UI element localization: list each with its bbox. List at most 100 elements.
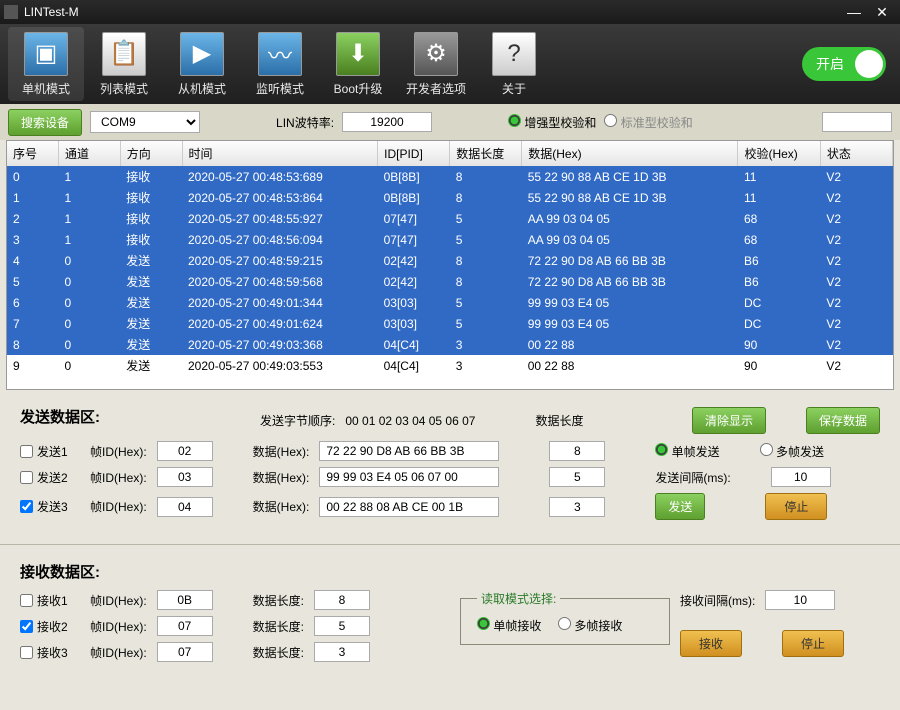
- toolbar-icon-3: 〰: [258, 32, 302, 76]
- read-mode-legend: 读取模式选择:: [477, 590, 560, 607]
- send-check-0[interactable]: 发送1: [20, 443, 80, 460]
- toolbar-button-4[interactable]: ⬇ Boot升级: [320, 27, 396, 101]
- col-0: 序号: [7, 141, 58, 166]
- data-label-1: 数据(Hex):: [253, 469, 310, 486]
- data-label-0: 数据(Hex):: [253, 443, 310, 460]
- recv-len-input-1[interactable]: [314, 616, 370, 636]
- clear-button[interactable]: 清除显示: [692, 407, 766, 434]
- recv-len-label-2: 数据长度:: [253, 644, 304, 661]
- col-2: 方向: [120, 141, 182, 166]
- toolbar-button-5[interactable]: ⚙开发者选项: [398, 27, 474, 101]
- single-recv-radio[interactable]: 单帧接收: [477, 619, 541, 633]
- recv-len-label-0: 数据长度:: [253, 592, 304, 609]
- col-4: ID[PID]: [378, 141, 450, 166]
- recv-button[interactable]: 接收: [680, 630, 742, 657]
- data-input-2[interactable]: [319, 497, 499, 517]
- toolbar-icon-6: ?: [492, 32, 536, 76]
- toolbar-button-2[interactable]: ▶ 从机模式: [164, 27, 240, 101]
- standard-checksum-radio[interactable]: 标准型校验和: [604, 114, 692, 131]
- toolbar-button-3[interactable]: 〰监听模式: [242, 27, 318, 101]
- toolbar-label-1: 列表模式: [100, 80, 148, 97]
- table-row[interactable]: 11接收2020-05-27 00:48:53:8640B[8B]855 22 …: [7, 187, 893, 208]
- table-row[interactable]: 60发送2020-05-27 00:49:01:34403[03]599 99 …: [7, 292, 893, 313]
- data-label-2: 数据(Hex):: [253, 498, 310, 515]
- fid-label-0: 帧ID(Hex):: [90, 443, 147, 460]
- send-section: 发送数据区: 发送字节顺序: 00 01 02 03 04 05 06 07 数…: [6, 398, 894, 538]
- table-row[interactable]: 50发送2020-05-27 00:48:59:56802[42]872 22 …: [7, 271, 893, 292]
- col-7: 校验(Hex): [738, 141, 820, 166]
- table-row[interactable]: 21接收2020-05-27 00:48:55:92707[47]5AA 99 …: [7, 208, 893, 229]
- send-check-2[interactable]: 发送3: [20, 498, 80, 515]
- recv-title: 接收数据区:: [20, 561, 880, 582]
- col-6: 数据(Hex): [522, 141, 738, 166]
- col-3: 时间: [182, 141, 378, 166]
- save-button[interactable]: 保存数据: [806, 407, 880, 434]
- send-button[interactable]: 发送: [655, 493, 705, 520]
- app-icon: [4, 5, 18, 19]
- separator: [0, 544, 900, 545]
- extra-input[interactable]: [822, 112, 892, 132]
- datalen-label: 数据长度: [535, 412, 583, 429]
- col-8: 状态: [820, 141, 892, 166]
- send-interval-label: 发送间隔(ms):: [655, 469, 730, 486]
- recv-fid-input-2[interactable]: [157, 642, 213, 662]
- table-row[interactable]: 80发送2020-05-27 00:49:03:36804[C4]300 22 …: [7, 334, 893, 355]
- table-row[interactable]: 40发送2020-05-27 00:48:59:21502[42]872 22 …: [7, 250, 893, 271]
- table-row[interactable]: 90发送2020-05-27 00:49:03:55304[C4]300 22 …: [7, 355, 893, 376]
- toolbar-icon-2: ▶: [180, 32, 224, 76]
- col-1: 通道: [58, 141, 120, 166]
- send-check-1[interactable]: 发送2: [20, 469, 80, 486]
- len-input-2[interactable]: [549, 497, 605, 517]
- send-stop-button[interactable]: 停止: [765, 493, 827, 520]
- fid-input-1[interactable]: [157, 467, 213, 487]
- recv-check-0[interactable]: 接收1: [20, 592, 80, 609]
- table-row[interactable]: 70发送2020-05-27 00:49:01:62403[03]599 99 …: [7, 313, 893, 334]
- byteorder-label: 发送字节顺序:: [260, 412, 335, 429]
- switch-knob: [855, 50, 883, 78]
- send-interval-input[interactable]: [771, 467, 831, 487]
- close-button[interactable]: ✕: [868, 4, 896, 21]
- toolbar-icon-1: 📋: [102, 32, 146, 76]
- table-row[interactable]: 01接收2020-05-27 00:48:53:6890B[8B]855 22 …: [7, 166, 893, 187]
- toolbar-button-0[interactable]: ▣单机模式: [8, 27, 84, 101]
- table-row[interactable]: 31接收2020-05-27 00:48:56:09407[47]5AA 99 …: [7, 229, 893, 250]
- baud-label: LIN波特率:: [276, 114, 334, 131]
- fid-input-2[interactable]: [157, 497, 213, 517]
- recv-interval-label: 接收间隔(ms):: [680, 592, 755, 609]
- recv-fid-input-1[interactable]: [157, 616, 213, 636]
- len-input-0[interactable]: [549, 441, 605, 461]
- toolbar-label-2: 从机模式: [178, 80, 226, 97]
- power-switch[interactable]: 开启: [802, 47, 886, 81]
- len-input-1[interactable]: [549, 467, 605, 487]
- enhanced-checksum-radio[interactable]: 增强型校验和: [508, 114, 596, 131]
- recv-check-2[interactable]: 接收3: [20, 644, 80, 661]
- recv-fid-input-0[interactable]: [157, 590, 213, 610]
- single-send-radio[interactable]: 单帧发送: [655, 443, 719, 460]
- data-input-1[interactable]: [319, 467, 499, 487]
- recv-stop-button[interactable]: 停止: [782, 630, 844, 657]
- fid-input-0[interactable]: [157, 441, 213, 461]
- control-bar: 搜索设备 COM9 LIN波特率: 增强型校验和 标准型校验和: [0, 104, 900, 140]
- data-table: 序号通道方向时间ID[PID]数据长度数据(Hex)校验(Hex)状态 01接收…: [7, 141, 893, 376]
- toolbar-button-1[interactable]: 📋 列表模式: [86, 27, 162, 101]
- toolbar-button-6[interactable]: ? 关于: [476, 27, 552, 101]
- minimize-button[interactable]: —: [840, 4, 868, 20]
- data-input-0[interactable]: [319, 441, 499, 461]
- toolbar-label-5: 开发者选项: [406, 80, 466, 97]
- send-title: 发送数据区:: [20, 406, 250, 427]
- toolbar-label-4: Boot升级: [334, 80, 383, 97]
- baud-input[interactable]: [342, 112, 432, 132]
- recv-check-1[interactable]: 接收2: [20, 618, 80, 635]
- com-port-select[interactable]: COM9: [90, 111, 200, 133]
- search-device-button[interactable]: 搜索设备: [8, 109, 82, 136]
- recv-fid-label-0: 帧ID(Hex):: [90, 592, 147, 609]
- recv-len-input-0[interactable]: [314, 590, 370, 610]
- toolbar-label-6: 关于: [502, 80, 526, 97]
- recv-interval-input[interactable]: [765, 590, 835, 610]
- multi-recv-radio[interactable]: 多帧接收: [558, 619, 622, 633]
- fid-label-1: 帧ID(Hex):: [90, 469, 147, 486]
- switch-label: 开启: [816, 54, 844, 74]
- multi-send-radio[interactable]: 多帧发送: [760, 443, 824, 460]
- recv-len-input-2[interactable]: [314, 642, 370, 662]
- toolbar-icon-4: ⬇: [336, 32, 380, 76]
